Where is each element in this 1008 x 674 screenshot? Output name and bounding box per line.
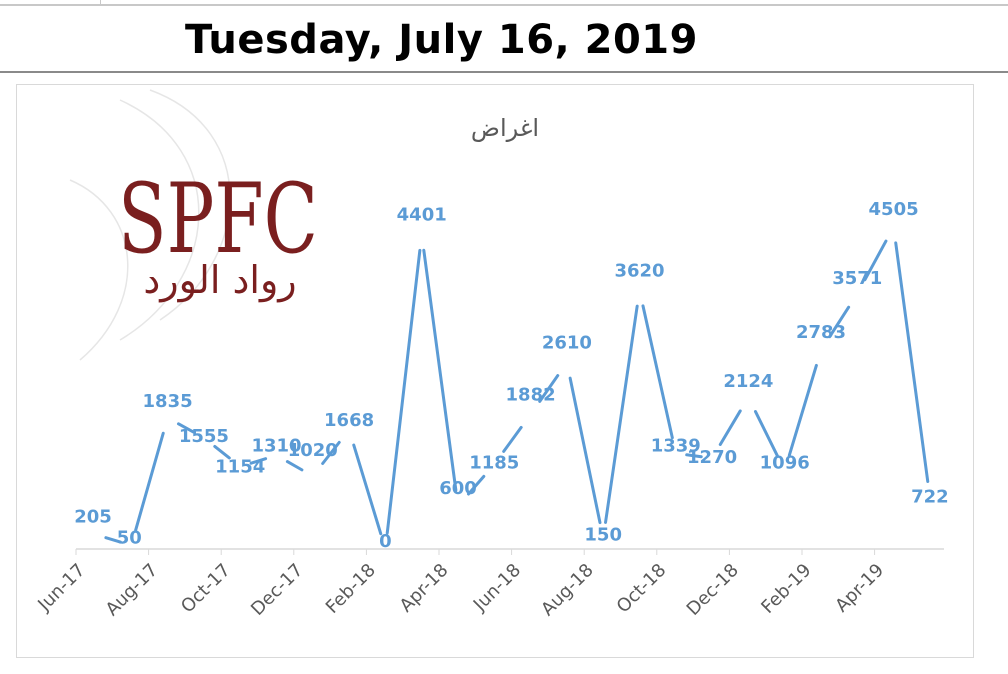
series-segment xyxy=(321,440,341,466)
chart-frame xyxy=(16,84,974,658)
x-tick-label: Feb-19 xyxy=(757,560,815,618)
data-label: 1185 xyxy=(469,452,519,473)
series-line xyxy=(104,239,930,544)
series-segment xyxy=(385,248,422,535)
series-segment xyxy=(568,376,602,525)
data-label: 2610 xyxy=(542,332,592,353)
x-tick-label: Aug-18 xyxy=(537,560,597,620)
data-label: 3571 xyxy=(832,268,882,289)
series-segment xyxy=(466,474,486,496)
x-tick-label: Aug-17 xyxy=(102,560,162,620)
series-segment xyxy=(176,422,195,434)
x-axis-tick-labels: Jun-17 Aug-17 Oct-17 Dec-17 Feb-18 Apr-18 Jun-… xyxy=(33,560,888,620)
series-segment xyxy=(213,444,231,460)
x-tick-label: Apr-18 xyxy=(396,560,453,617)
data-label: 2124 xyxy=(723,371,773,392)
series-segment xyxy=(604,304,639,524)
data-label: 50 xyxy=(117,527,142,548)
series-segment xyxy=(863,239,888,282)
x-axis-ticks xyxy=(75,549,876,555)
data-label: 1020 xyxy=(288,440,338,461)
series-segment xyxy=(753,410,780,458)
data-label: 1882 xyxy=(506,384,556,405)
header-divider xyxy=(0,71,1008,73)
logo-arabic-name: رواد الورد xyxy=(143,258,296,303)
watermark-swirls xyxy=(69,89,231,361)
data-label: 3620 xyxy=(614,260,664,281)
data-label: 150 xyxy=(584,524,622,545)
data-label: 4505 xyxy=(869,199,919,220)
spfc-logo: SPFC رواد الورد xyxy=(118,163,318,303)
series-segment xyxy=(134,431,165,532)
data-label: 205 xyxy=(74,506,112,527)
data-label: 1555 xyxy=(179,426,229,447)
series-segment xyxy=(641,304,674,440)
data-label: 1310 xyxy=(251,435,301,456)
top-tick xyxy=(100,0,101,6)
data-label: 1096 xyxy=(760,453,810,474)
series-segment xyxy=(828,305,851,339)
series-segment xyxy=(422,248,458,492)
series-segment xyxy=(718,409,742,446)
series-segment xyxy=(787,363,818,457)
data-label: 722 xyxy=(911,486,949,507)
data-label: 1270 xyxy=(687,447,737,468)
x-tick-label: Jun-17 xyxy=(33,560,89,616)
series-segment xyxy=(685,453,703,459)
logo-initials: SPFC xyxy=(118,163,318,275)
x-tick-label: Jun-18 xyxy=(469,560,525,616)
data-label: 4401 xyxy=(397,204,447,225)
data-label: 1835 xyxy=(143,391,193,412)
chart-title: اغراض xyxy=(471,114,539,142)
x-tick-label: Dec-18 xyxy=(683,560,743,620)
page-date-title: Tuesday, July 16, 2019 xyxy=(185,17,698,63)
series-segment xyxy=(352,443,383,536)
x-tick-label: Oct-18 xyxy=(613,560,671,618)
series-segment xyxy=(502,425,523,453)
data-label: 600 xyxy=(439,478,477,499)
x-tick-label: Oct-17 xyxy=(177,560,235,618)
series-segment xyxy=(538,374,560,403)
series-segment xyxy=(894,241,930,484)
top-rule xyxy=(0,4,1008,6)
data-label: 1339 xyxy=(651,435,701,456)
series-segment xyxy=(285,460,304,472)
data-label: 2783 xyxy=(796,322,846,343)
series-segment xyxy=(104,536,122,544)
data-label: 0 xyxy=(379,531,392,552)
data-label: 1154 xyxy=(215,457,265,478)
series-segment xyxy=(249,457,268,465)
x-tick-label: Apr-19 xyxy=(831,560,888,617)
x-tick-label: Feb-18 xyxy=(322,560,380,618)
data-label: 1668 xyxy=(324,410,374,431)
x-tick-label: Dec-17 xyxy=(247,560,307,620)
